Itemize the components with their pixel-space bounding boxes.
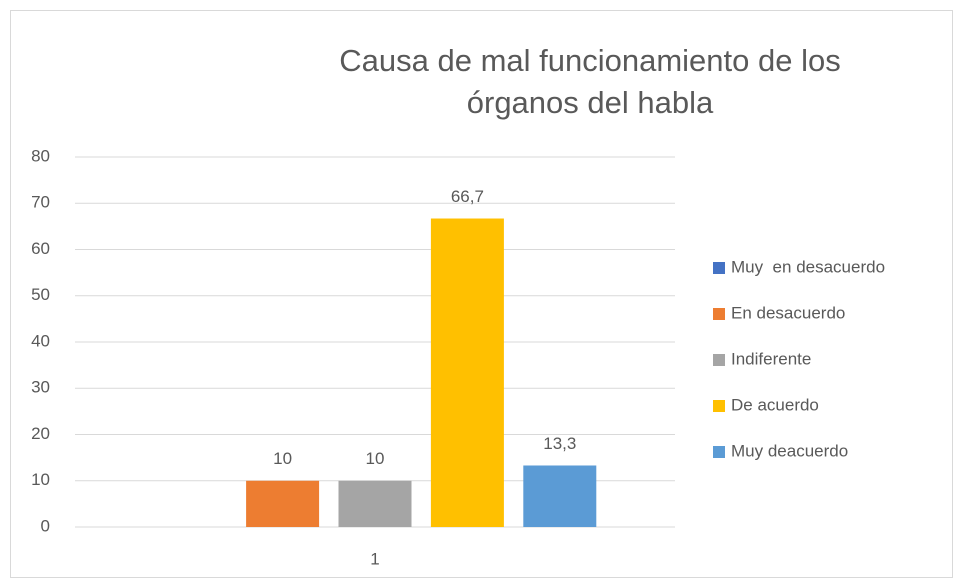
y-tick-label: 20 bbox=[31, 424, 50, 443]
y-tick-label: 80 bbox=[31, 146, 50, 165]
legend-label: De acuerdo bbox=[731, 395, 819, 414]
data-label: 10 bbox=[366, 449, 385, 468]
legend-label: Muy en desacuerdo bbox=[731, 257, 885, 276]
y-tick-label: 60 bbox=[31, 239, 50, 258]
data-label: 10 bbox=[273, 449, 292, 468]
y-tick-label: 30 bbox=[31, 378, 50, 397]
data-label: 66,7 bbox=[451, 187, 484, 206]
bar bbox=[430, 218, 504, 527]
legend-swatch bbox=[713, 446, 725, 458]
chart-title: Causa de mal funcionamiento de los órgan… bbox=[339, 43, 841, 120]
y-tick-label: 10 bbox=[31, 470, 50, 489]
legend-swatch bbox=[713, 308, 725, 320]
y-tick-label: 50 bbox=[31, 285, 50, 304]
y-tick-label: 0 bbox=[41, 516, 50, 535]
legend-label: En desacuerdo bbox=[731, 303, 845, 322]
bar bbox=[338, 480, 412, 527]
bar bbox=[246, 480, 320, 527]
data-label: 13,3 bbox=[543, 434, 576, 453]
legend-label: Indiferente bbox=[731, 349, 811, 368]
x-tick-label: 1 bbox=[370, 549, 379, 568]
legend-swatch bbox=[713, 354, 725, 366]
legend-label: Muy deacuerdo bbox=[731, 441, 848, 460]
y-tick-label: 40 bbox=[31, 331, 50, 350]
bar bbox=[523, 465, 597, 527]
legend-swatch bbox=[713, 262, 725, 274]
y-tick-label: 70 bbox=[31, 193, 50, 212]
legend-swatch bbox=[713, 400, 725, 412]
